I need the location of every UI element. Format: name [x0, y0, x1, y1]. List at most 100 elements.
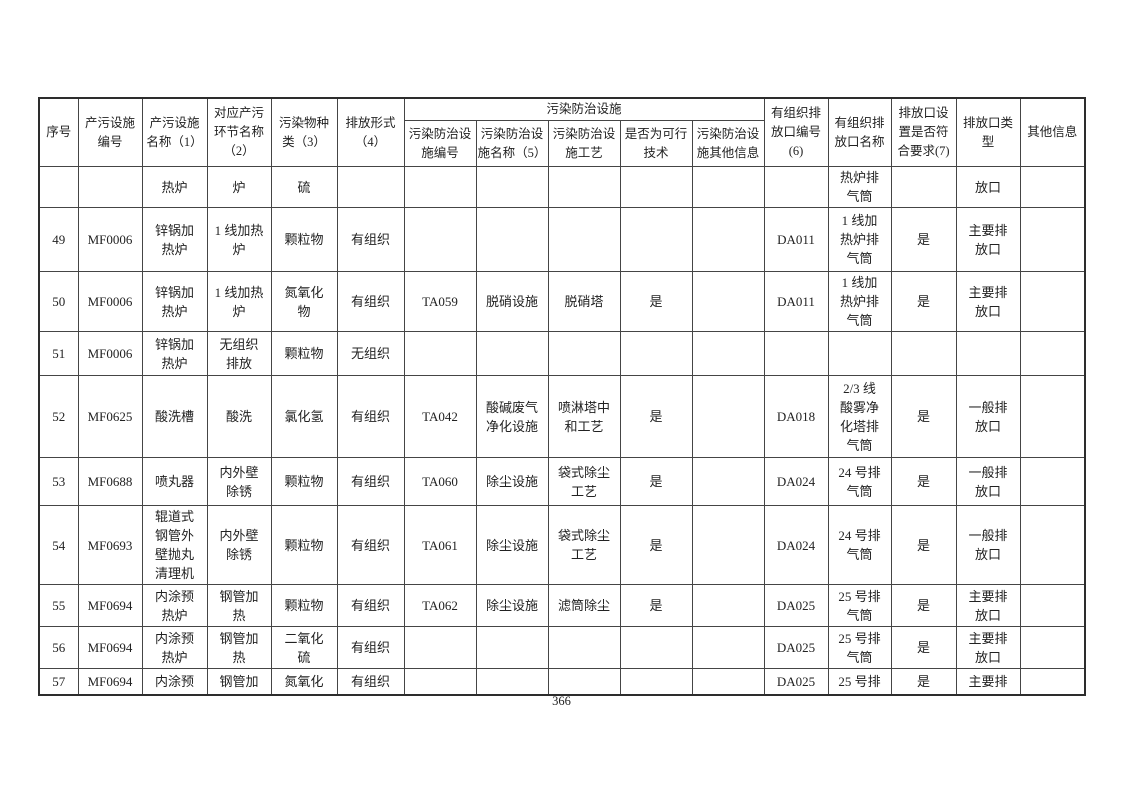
- table-cell: 是: [619, 271, 693, 332]
- table-cell: DA011: [763, 207, 829, 272]
- table-cell: MF0688: [77, 457, 143, 506]
- table-cell: MF0693: [77, 505, 143, 585]
- table-cell: 25 号排 气筒: [827, 584, 892, 627]
- table-row: 56 MF0694 内涂预 热炉 钢管加 热二氧化 硫有组织 DA025 25 号排 气筒…: [38, 626, 1086, 669]
- table-cell: 除尘设施: [475, 457, 549, 506]
- col-header-treatment-name: 污染防治设 施名称（5）: [475, 120, 549, 167]
- table-cell: [1019, 457, 1086, 506]
- col-header-other-info: 其他信息: [1019, 97, 1086, 167]
- table-cell: DA018: [763, 375, 829, 458]
- table-cell: [336, 166, 405, 208]
- table-cell: [763, 166, 829, 208]
- table-cell: 喷淋塔中 和工艺: [547, 375, 621, 458]
- table-cell: [38, 166, 79, 208]
- table-cell: 是: [890, 584, 957, 627]
- table-cell: 内外壁 除锈: [206, 505, 272, 585]
- table-cell: [475, 331, 549, 376]
- table-cell: [691, 505, 765, 585]
- table-cell: 52: [38, 375, 79, 458]
- table-cell: 55: [38, 584, 79, 627]
- table-cell: TA060: [403, 457, 477, 506]
- table-cell: 1 线加 热炉排 气筒: [827, 207, 892, 272]
- table-cell: [1019, 505, 1086, 585]
- table-row: 55 MF0694 内涂预 热炉 钢管加 热颗粒物 有组织 TA062 除尘设施 滤筒除尘是 D…: [38, 584, 1086, 627]
- table-cell: [691, 668, 765, 695]
- table-cell: 1 线加热 炉: [206, 271, 272, 332]
- table-cell: 锌锅加 热炉: [141, 331, 208, 376]
- table-cell: 热炉: [141, 166, 208, 208]
- table-cell: MF0694: [77, 668, 143, 695]
- table-cell: 是: [890, 457, 957, 506]
- table-cell: 56: [38, 626, 79, 669]
- table-cell: 二氧化 硫: [270, 626, 338, 669]
- table-cell: 有组织: [336, 668, 405, 695]
- table-cell: 是: [619, 505, 693, 585]
- table-cell: 颗粒物: [270, 505, 338, 585]
- table-cell: [691, 457, 765, 506]
- table-cell: 54: [38, 505, 79, 585]
- col-group-header-treatment-facilities: 污染防治设施: [403, 97, 765, 121]
- table-cell: 24 号排 气筒: [827, 505, 892, 585]
- table-cell: [475, 207, 549, 272]
- table-cell: 酸洗: [206, 375, 272, 458]
- col-header-seq: 序号: [38, 97, 79, 167]
- col-header-treatment-other-info: 污染防治设 施其他信息: [691, 120, 765, 167]
- table-cell: [890, 331, 957, 376]
- col-header-outlet-no: 有组织排 放口编号 (6): [763, 97, 829, 167]
- table-cell: [691, 626, 765, 669]
- table-cell: [403, 207, 477, 272]
- table-header: 序号 产污设施 编号 产污设施 名称（1） 对应产污 环节名称 （2） 污染物种…: [38, 97, 1086, 167]
- table-cell: 除尘设施: [475, 584, 549, 627]
- table-cell: [1019, 331, 1086, 376]
- table-row: 49 MF0006 锌锅加 热炉 1 线加热 炉颗粒物 有组织 DA011 1 线加 热炉排…: [38, 207, 1086, 272]
- table-cell: 放口: [955, 166, 1021, 208]
- table-cell: 氮氧化 物: [270, 271, 338, 332]
- table-cell: [619, 626, 693, 669]
- table-cell: 1 线加热 炉: [206, 207, 272, 272]
- table-cell: 是: [619, 584, 693, 627]
- table-cell: 内涂预: [141, 668, 208, 695]
- table-row: 52 MF0625 酸洗槽 酸洗 氯化氢 有组织 TA042 酸碱废气 净化设施 喷淋塔中 和工…: [38, 375, 1086, 458]
- table-cell: 袋式除尘 工艺: [547, 457, 621, 506]
- table-cell: 2/3 线 酸雾净 化塔排 气筒: [827, 375, 892, 458]
- table-cell: 氯化氢: [270, 375, 338, 458]
- table-cell: 钢管加 热: [206, 584, 272, 627]
- table-cell: TA059: [403, 271, 477, 332]
- table-cell: 50: [38, 271, 79, 332]
- col-header-facility-no: 产污设施 编号: [77, 97, 143, 167]
- table-cell: DA024: [763, 457, 829, 506]
- table-cell: [890, 166, 957, 208]
- col-header-outlet-compliance: 排放口设 置是否符 合要求(7): [890, 97, 957, 167]
- table-cell: 一般排 放口: [955, 375, 1021, 458]
- table-cell: [403, 331, 477, 376]
- table-cell: 57: [38, 668, 79, 695]
- table-cell: 有组织: [336, 584, 405, 627]
- table-cell: 主要排 放口: [955, 207, 1021, 272]
- table-cell: 脱硝设施: [475, 271, 549, 332]
- table-cell: [1019, 207, 1086, 272]
- col-header-outlet-type: 排放口类 型: [955, 97, 1021, 167]
- table-cell: 钢管加 热: [206, 626, 272, 669]
- table-cell: [475, 668, 549, 695]
- table-cell: 颗粒物: [270, 331, 338, 376]
- table-cell: MF0006: [77, 207, 143, 272]
- table-cell: 有组织: [336, 626, 405, 669]
- table-cell: [547, 668, 621, 695]
- table-cell: [691, 207, 765, 272]
- table-cell: MF0625: [77, 375, 143, 458]
- header-row-sub: 污染防治设 施编号 污染防治设 施名称（5） 污染防治设 施工艺 是否为可行 技…: [39, 120, 1085, 167]
- table-cell: [1019, 668, 1086, 695]
- table-cell: [547, 207, 621, 272]
- table-row: 热炉炉硫 热炉排 气筒 放口: [38, 166, 1086, 208]
- table-cell: 是: [890, 375, 957, 458]
- table-cell: DA025: [763, 584, 829, 627]
- table-cell: 颗粒物: [270, 457, 338, 506]
- table-cell: [403, 166, 477, 208]
- table-cell: 锌锅加 热炉: [141, 271, 208, 332]
- table-cell: MF0694: [77, 584, 143, 627]
- col-header-treatment-no: 污染防治设 施编号: [403, 120, 477, 167]
- table-cell: [1019, 584, 1086, 627]
- table-cell: MF0006: [77, 331, 143, 376]
- table-row: 57 MF0694 内涂预 钢管加 氮氧化 有组织 DA025 25 号排是主要排: [38, 668, 1086, 695]
- table-cell: [403, 668, 477, 695]
